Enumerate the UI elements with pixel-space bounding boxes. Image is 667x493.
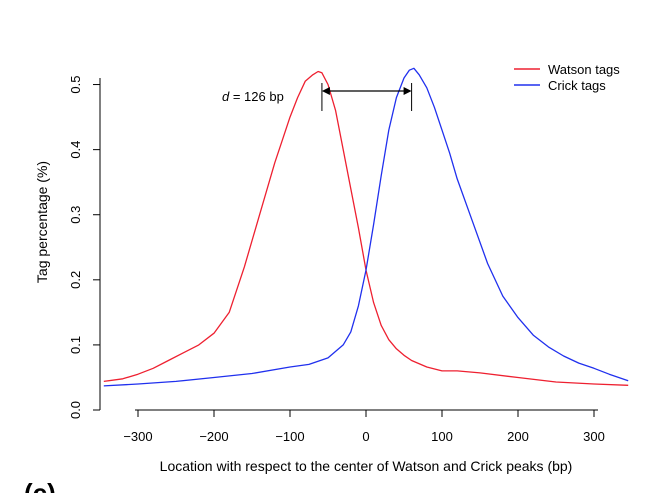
distance-label-value: = 126 bp [229,89,284,104]
x-tick-label: 0 [362,429,369,444]
legend-label-watson: Watson tags [548,62,620,77]
x-ticks: −300 −200 −100 0 100 200 300 [123,410,605,444]
legend: Watson tags Crick tags [514,62,620,93]
distance-label: d = 126 bp [222,89,284,104]
series-line-watson [103,70,629,386]
y-tick-label: 0.1 [68,336,83,354]
y-tick-label: 0.3 [68,206,83,224]
peak-distance-annotation: d = 126 bp [222,83,413,111]
y-ticks: 0.0 0.1 0.2 0.3 0.4 0.5 [68,76,100,419]
axes [99,78,598,411]
x-tick-label: 100 [431,429,453,444]
x-tick-label: 300 [583,429,605,444]
series-line-crick [103,67,629,387]
y-axis-title: Tag percentage (%) [34,161,50,283]
distance-arrowhead-left [321,87,330,95]
y-tick-label: 0.5 [68,76,83,94]
distance-label-symbol: d [222,89,230,104]
x-tick-label: 200 [507,429,529,444]
distance-arrowhead-right [403,87,412,95]
x-axis-title: Location with respect to the center of W… [160,458,573,474]
x-tick-label: −200 [199,429,228,444]
y-tick-label: 0.2 [68,271,83,289]
series-layer [103,67,629,387]
y-tick-label: 0.0 [68,401,83,419]
x-tick-label: −300 [123,429,152,444]
x-tick-label: −100 [275,429,304,444]
legend-label-crick: Crick tags [548,78,606,93]
y-tick-label: 0.4 [68,141,83,159]
panel-label: (c) [24,478,56,493]
